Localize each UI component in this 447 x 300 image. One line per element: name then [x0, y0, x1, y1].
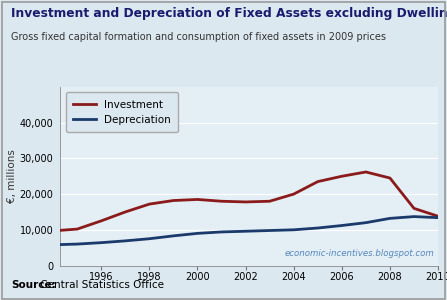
- Text: Central Statistics Office: Central Statistics Office: [37, 280, 164, 290]
- Text: Gross fixed capital formation and consumption of fixed assets in 2009 prices: Gross fixed capital formation and consum…: [11, 32, 386, 41]
- Text: economic-incentives.blogspot.com: economic-incentives.blogspot.com: [285, 249, 434, 258]
- Y-axis label: €, millions: €, millions: [7, 149, 17, 203]
- Text: Investment and Depreciation of Fixed Assets excluding Dwellings: Investment and Depreciation of Fixed Ass…: [11, 8, 447, 20]
- Legend: Investment, Depreciation: Investment, Depreciation: [66, 92, 178, 132]
- Text: Source:: Source:: [11, 280, 56, 290]
